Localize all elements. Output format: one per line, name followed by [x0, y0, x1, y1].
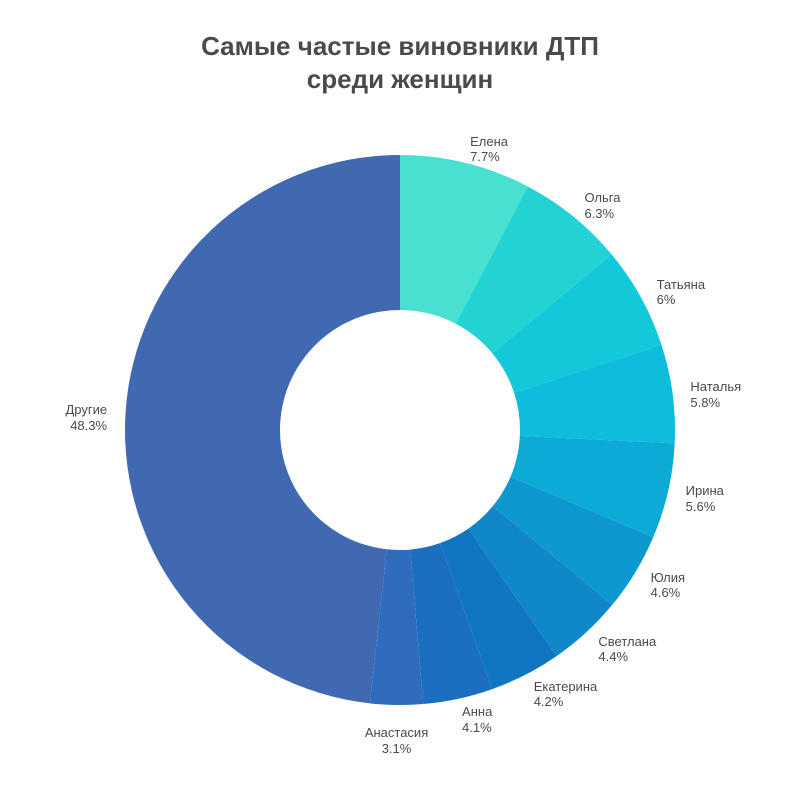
slice-label-pct: 7.7% [470, 149, 508, 165]
slice-label-name: Татьяна [657, 277, 705, 292]
slice-label-pct: 3.1% [365, 741, 428, 757]
slice-label-name: Другие [65, 402, 107, 417]
slice-label-3: Наталья5.8% [690, 379, 741, 410]
slice-label-4: Ирина5.6% [686, 483, 724, 514]
slice-label-pct: 5.6% [686, 499, 724, 515]
slice-label-name: Ирина [686, 483, 724, 498]
slice-label-10: Другие48.3% [65, 402, 107, 433]
slice-label-5: Юлия4.6% [651, 570, 685, 601]
slice-label-pct: 4.1% [462, 720, 492, 736]
slice-label-8: Анна4.1% [462, 704, 492, 735]
slice-10 [125, 155, 400, 703]
slice-label-7: Екатерина4.2% [534, 679, 598, 710]
donut-chart-container: Самые частые виновники ДТП среди женщин … [0, 0, 800, 800]
slice-label-pct: 4.2% [534, 694, 598, 710]
slice-label-name: Елена [470, 134, 508, 149]
slice-label-pct: 6% [657, 292, 705, 308]
slice-label-2: Татьяна6% [657, 277, 705, 308]
slice-label-0: Елена7.7% [470, 134, 508, 165]
donut-chart [0, 0, 800, 800]
slice-label-pct: 4.4% [598, 649, 656, 665]
slice-label-pct: 6.3% [584, 206, 620, 222]
slice-label-name: Анна [462, 704, 492, 719]
slice-label-name: Ольга [584, 190, 620, 205]
slice-label-name: Анастасия [365, 725, 428, 740]
slice-label-name: Юлия [651, 570, 685, 585]
slice-label-pct: 5.8% [690, 395, 741, 411]
slice-label-name: Екатерина [534, 679, 598, 694]
slice-label-pct: 4.6% [651, 585, 685, 601]
slice-label-6: Светлана4.4% [598, 634, 656, 665]
slice-label-pct: 48.3% [65, 418, 107, 434]
slice-label-name: Светлана [598, 634, 656, 649]
slice-label-1: Ольга6.3% [584, 190, 620, 221]
slice-label-name: Наталья [690, 379, 741, 394]
slice-label-9: Анастасия3.1% [365, 725, 428, 756]
